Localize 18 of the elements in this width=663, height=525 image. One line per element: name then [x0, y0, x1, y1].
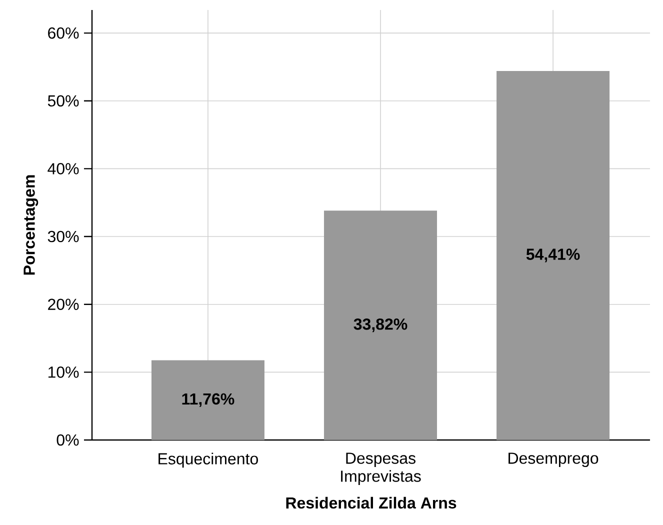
y-tick-label: 20% [48, 298, 79, 310]
y-tick-label: 40% [48, 163, 79, 174]
x-axis-title: Residencial Zilda Arns [286, 496, 456, 509]
x-tick-label: Despesas Imprevistas [341, 452, 421, 486]
x-tick-label: Desemprego [508, 452, 598, 468]
bar [324, 210, 437, 440]
y-tick-label: 0% [56, 434, 79, 446]
data-label: 54,41% [526, 248, 580, 262]
data-label: 11,76% [182, 393, 234, 407]
bar [151, 360, 264, 440]
y-tick-label: 60% [48, 27, 79, 39]
y-tick-label: 50% [48, 95, 79, 107]
y-axis-title: Porcentagem [24, 175, 38, 275]
x-tick-label: Esquecimento [158, 452, 258, 468]
y-tick-label: 10% [48, 366, 79, 378]
y-tick-label: 30% [48, 230, 79, 242]
bar [496, 70, 610, 440]
data-label: 33,82% [354, 318, 408, 332]
